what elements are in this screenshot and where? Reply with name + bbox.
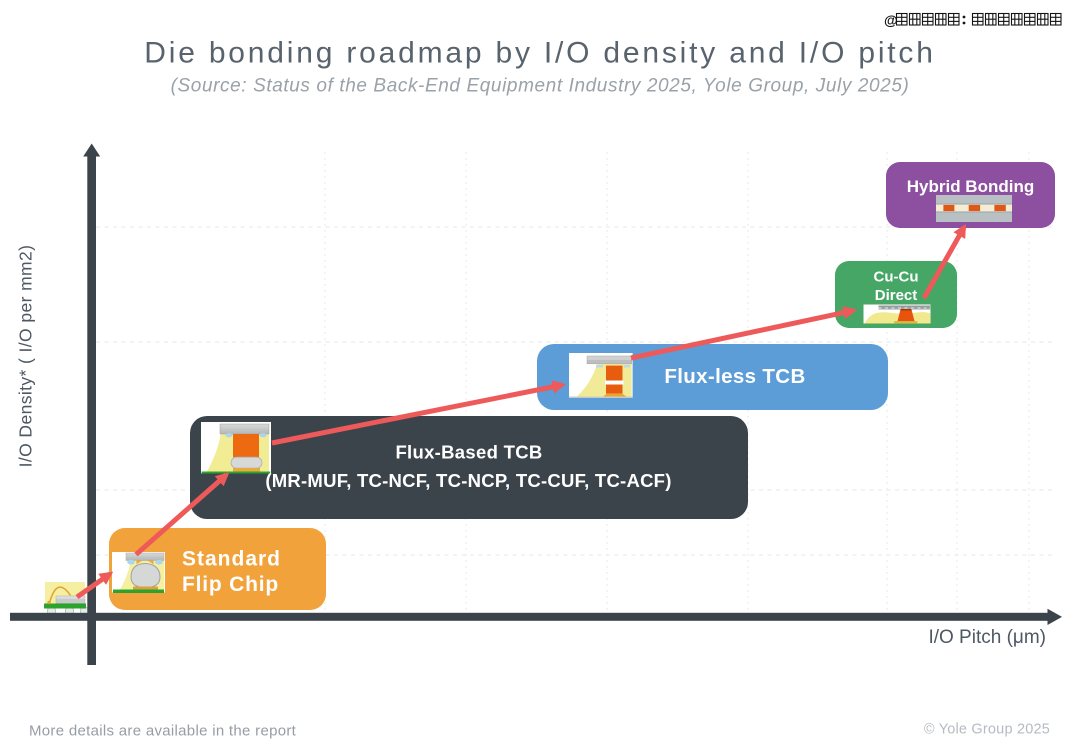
- svg-text:I/O Density* ( I/O per mm2): I/O Density* ( I/O per mm2): [16, 245, 36, 468]
- svg-text:Standard: Standard: [182, 548, 281, 571]
- svg-text:Die bonding roadmap by I/O den: Die bonding roadmap by I/O density and I…: [144, 37, 935, 70]
- svg-text:(MR-MUF, TC-NCF, TC-NCP, TC-CU: (MR-MUF, TC-NCF, TC-NCP, TC-CUF, TC-ACF): [265, 470, 671, 491]
- svg-text:More details are available in: More details are available in the report: [29, 723, 297, 740]
- svg-text:(Source: Status of the Back-En: (Source: Status of the Back-End Equipmen…: [171, 76, 910, 97]
- svg-text:Flux-Based TCB: Flux-Based TCB: [395, 442, 542, 463]
- svg-text:@: @: [884, 12, 898, 28]
- svg-text:Flux-less TCB: Flux-less TCB: [664, 365, 805, 388]
- svg-text:Cu-Cu: Cu-Cu: [874, 269, 919, 286]
- svg-text:© Yole Group 2025: © Yole Group 2025: [924, 722, 1050, 738]
- svg-text:I/O Pitch (μm): I/O Pitch (μm): [928, 627, 1046, 648]
- svg-text:Hybrid Bonding: Hybrid Bonding: [907, 177, 1034, 196]
- svg-text:Direct: Direct: [875, 287, 918, 304]
- svg-text:Flip Chip: Flip Chip: [182, 573, 279, 596]
